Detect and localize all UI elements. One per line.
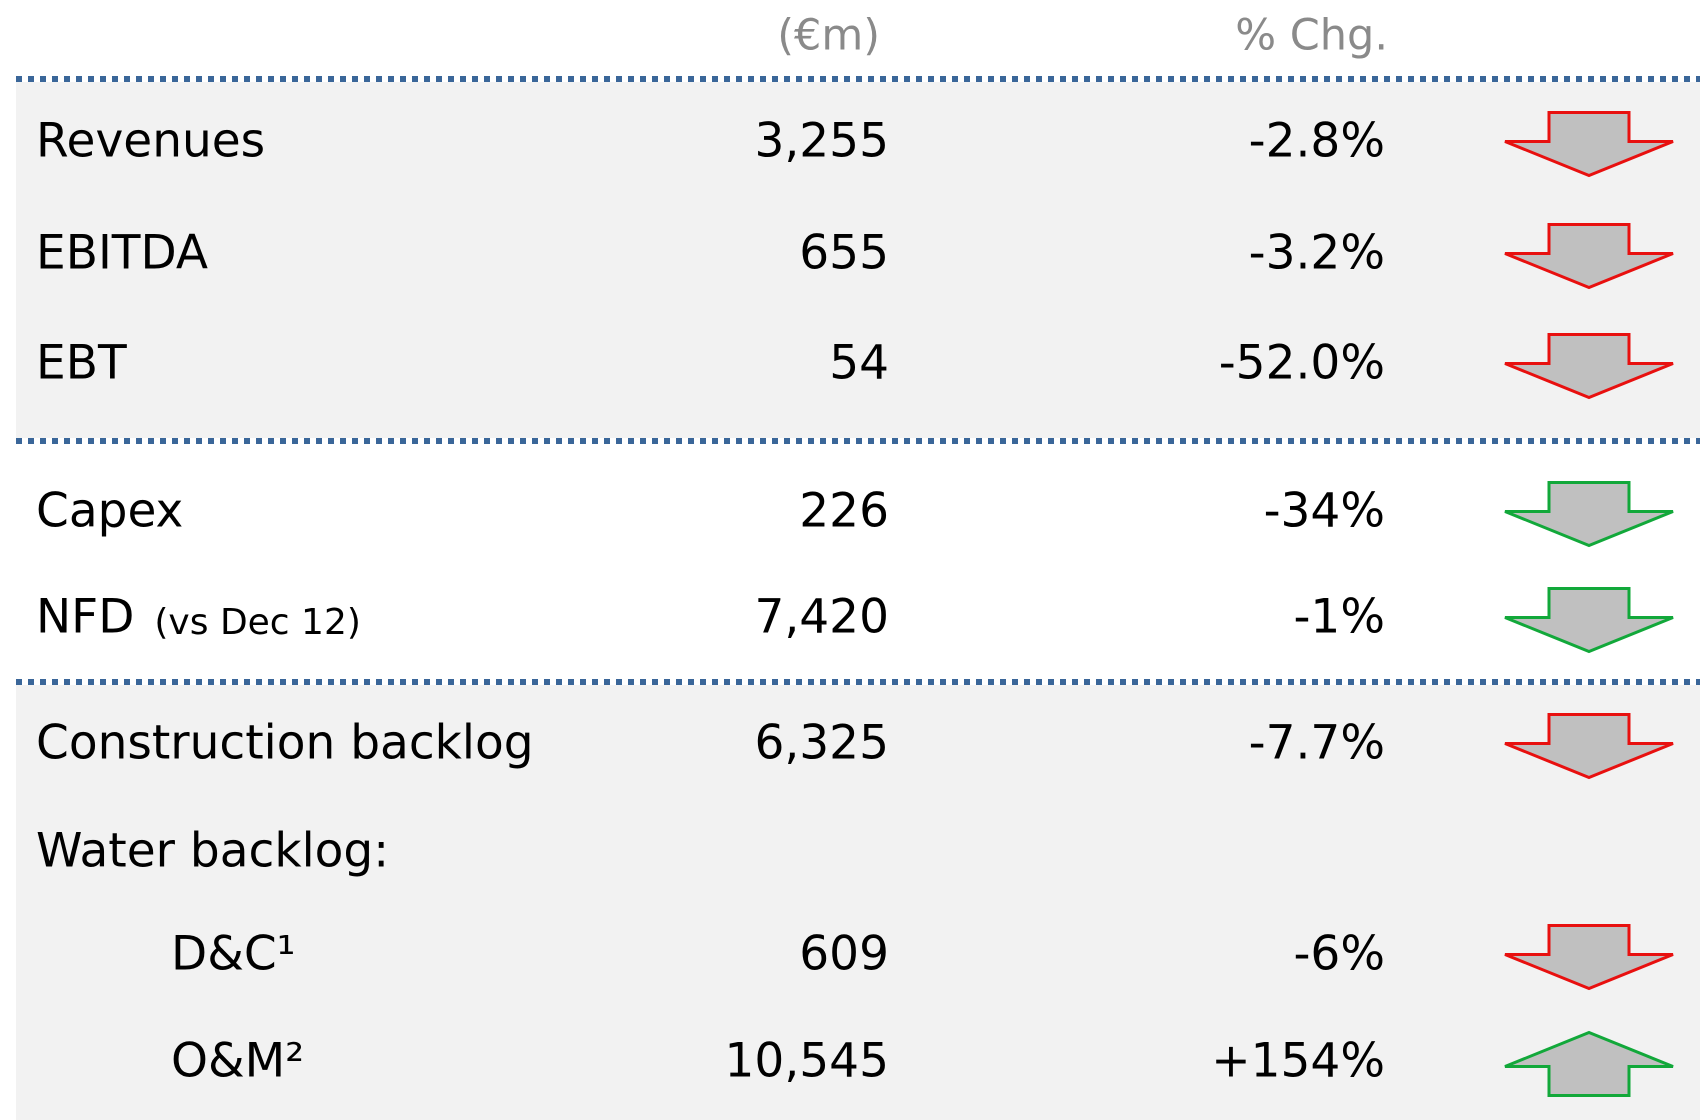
row-label: EBT bbox=[36, 336, 127, 391]
trend-arrow bbox=[1504, 111, 1674, 178]
row-label: EBITDA bbox=[36, 226, 208, 281]
trend-arrow bbox=[1504, 481, 1674, 548]
row-change: +154% bbox=[1211, 1034, 1385, 1089]
row-value: 7,420 bbox=[754, 590, 889, 645]
row-change: -3.2% bbox=[1249, 226, 1385, 281]
row-label: Water backlog: bbox=[36, 824, 389, 879]
row-label: Revenues bbox=[36, 114, 265, 169]
row-label: Capex bbox=[36, 484, 183, 539]
row-label: NFD bbox=[36, 590, 134, 645]
trend-arrow bbox=[1504, 587, 1674, 654]
row-value: 609 bbox=[799, 927, 889, 982]
trend-arrow bbox=[1504, 924, 1674, 991]
row-change: -2.8% bbox=[1249, 114, 1385, 169]
trend-arrow bbox=[1504, 333, 1674, 400]
row-value: 655 bbox=[799, 226, 889, 281]
row-value: 226 bbox=[799, 484, 889, 539]
row-value: 3,255 bbox=[754, 114, 889, 169]
row-change: -1% bbox=[1293, 590, 1385, 645]
change-column-header: % Chg. bbox=[1235, 11, 1388, 61]
trend-arrow bbox=[1504, 1030, 1674, 1097]
row-label: Construction backlog bbox=[36, 716, 534, 771]
row-value: 10,545 bbox=[725, 1034, 889, 1089]
trend-arrow bbox=[1504, 713, 1674, 780]
section-background bbox=[16, 82, 1700, 438]
row-change: -7.7% bbox=[1249, 716, 1385, 771]
row-label: O&M² bbox=[171, 1034, 304, 1089]
value-column-header: (€m) bbox=[777, 11, 880, 61]
row-value: 6,325 bbox=[754, 716, 889, 771]
row-note: (vs Dec 12) bbox=[154, 602, 361, 643]
section-background bbox=[16, 685, 1700, 1120]
row-change: -34% bbox=[1264, 484, 1385, 539]
row-label: D&C¹ bbox=[171, 927, 296, 982]
backgrounds bbox=[16, 82, 1700, 1120]
row-change: -6% bbox=[1293, 927, 1385, 982]
row-value: 54 bbox=[829, 336, 889, 391]
row-change: -52.0% bbox=[1219, 336, 1385, 391]
trend-arrow bbox=[1504, 223, 1674, 290]
